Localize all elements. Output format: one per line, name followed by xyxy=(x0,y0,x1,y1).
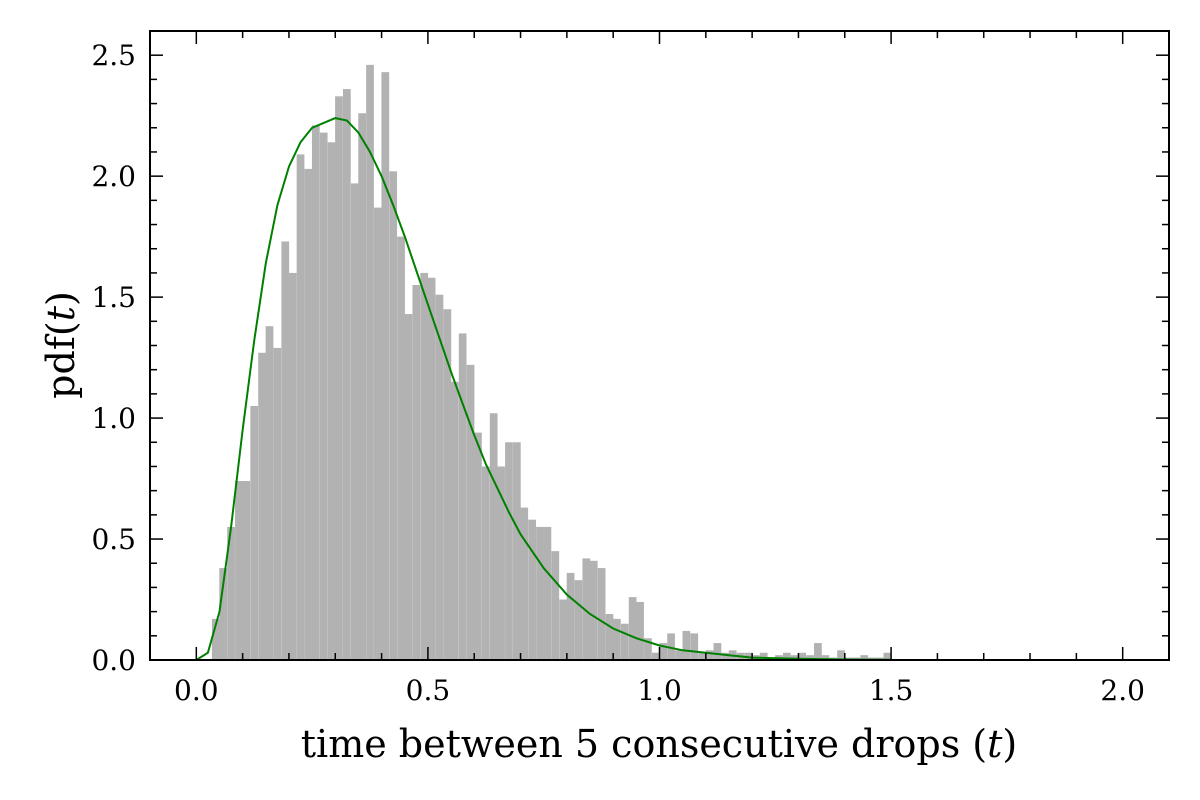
histogram-bar xyxy=(675,650,683,660)
histogram-bar xyxy=(327,142,336,661)
histogram-bar xyxy=(821,655,830,660)
x-tick-label: 1.0 xyxy=(637,674,682,707)
histogram-bar xyxy=(304,168,313,660)
histogram-bar xyxy=(258,352,266,660)
x-tick-label: 1.5 xyxy=(869,674,914,707)
fit-curve xyxy=(195,117,892,661)
x-tick-label: 0.5 xyxy=(406,674,451,707)
y-tick-label: 2.5 xyxy=(91,39,136,72)
histogram-bar xyxy=(427,277,436,660)
y-tick-labels: 0.0 0.5 1.0 1.5 2.0 2.5 xyxy=(91,39,136,677)
histogram-bar xyxy=(713,643,722,660)
histogram-bar xyxy=(682,630,691,660)
histogram-bar xyxy=(350,183,359,660)
histogram-bar xyxy=(358,113,367,660)
histogram-bar xyxy=(412,285,421,660)
histogram-bar xyxy=(335,96,343,661)
histogram-bar xyxy=(242,480,251,660)
histogram-bar xyxy=(790,655,799,660)
histogram-bar xyxy=(435,294,444,660)
histogram-bar xyxy=(613,618,621,660)
histogram-bar xyxy=(497,466,505,660)
histogram-bar xyxy=(505,442,513,660)
histogram-bar xyxy=(582,558,591,660)
histogram-bar xyxy=(806,655,814,660)
histogram-bar xyxy=(288,272,297,660)
histogram-bar xyxy=(443,309,452,660)
x-tick-label: 0.0 xyxy=(174,674,219,707)
histogram-bar xyxy=(574,580,583,660)
histogram-bar xyxy=(265,326,274,660)
histogram-bar xyxy=(543,526,552,660)
histogram-bar xyxy=(814,643,822,660)
histogram-bar xyxy=(667,633,675,660)
histogram-bar xyxy=(620,623,629,660)
histogram-bar xyxy=(420,272,429,660)
histogram-bar xyxy=(342,89,351,661)
histogram-bar xyxy=(404,314,413,660)
y-tick-label: 1.5 xyxy=(91,281,136,314)
histogram-bar xyxy=(636,601,644,660)
y-tick-label: 0.0 xyxy=(91,644,136,677)
histogram-bar xyxy=(698,652,706,660)
histogram-bar xyxy=(311,125,320,661)
histogram-bar xyxy=(366,64,374,660)
histogram-bar xyxy=(566,572,575,660)
histogram-bar xyxy=(644,638,652,660)
histogram-bar xyxy=(721,652,730,660)
histogram-bar xyxy=(536,526,544,660)
histogram-bar xyxy=(466,364,475,660)
histogram-bar xyxy=(551,551,560,660)
y-tick-label: 1.0 xyxy=(91,402,136,435)
histogram-bar xyxy=(211,618,220,660)
histogram-bar xyxy=(381,72,390,660)
histogram-bar xyxy=(235,480,243,660)
y-tick-label: 2.0 xyxy=(91,160,136,193)
histogram-bar xyxy=(296,154,305,660)
histogram-bar xyxy=(783,652,791,660)
histogram-bar xyxy=(281,241,290,660)
histogram-bar xyxy=(450,381,459,660)
axis-ticks xyxy=(150,30,1169,661)
x-axis-label: time between 5 consecutive drops (t) xyxy=(301,722,1017,766)
histogram-bar xyxy=(219,568,228,660)
histogram-bar xyxy=(705,650,714,660)
histogram-bar xyxy=(589,560,598,660)
histogram-bar xyxy=(883,652,892,660)
histogram-bar xyxy=(597,568,606,660)
plot-area: 0.0 0.5 1.0 1.5 2.0 0.0 0.5 1.0 1.5 2.0 2.5 xyxy=(91,30,1170,707)
histogram-bar xyxy=(397,236,405,660)
histogram-bar xyxy=(481,466,490,660)
histogram-bar xyxy=(250,405,259,660)
histogram-bar xyxy=(559,599,568,660)
histogram-bar xyxy=(837,650,845,660)
histogram-bar xyxy=(512,442,521,660)
histogram-bar xyxy=(489,413,498,660)
histogram-bar xyxy=(319,132,328,661)
x-tick-label: 2.0 xyxy=(1100,674,1145,707)
histogram-bar xyxy=(759,652,768,660)
histogram-bar xyxy=(273,347,282,660)
histogram-bar xyxy=(651,652,660,660)
y-tick-label: 0.5 xyxy=(91,523,136,556)
histogram-bars xyxy=(211,64,892,661)
histogram-bar xyxy=(659,643,668,660)
y-axis-label: pdf(t) xyxy=(39,291,83,399)
histogram-bar xyxy=(690,633,699,660)
histogram-bar xyxy=(227,526,235,660)
histogram-bar xyxy=(389,171,398,661)
histogram-bar xyxy=(605,614,614,660)
histogram-bar xyxy=(474,432,482,660)
x-tick-labels: 0.0 0.5 1.0 1.5 2.0 xyxy=(174,674,1145,707)
histogram-bar xyxy=(520,507,529,660)
histogram-bar xyxy=(860,655,869,660)
histogram-bar xyxy=(628,597,637,660)
histogram-bar xyxy=(458,333,467,660)
histogram-bar xyxy=(798,652,807,660)
histogram-bar xyxy=(374,207,382,660)
histogram-bar xyxy=(528,519,536,660)
